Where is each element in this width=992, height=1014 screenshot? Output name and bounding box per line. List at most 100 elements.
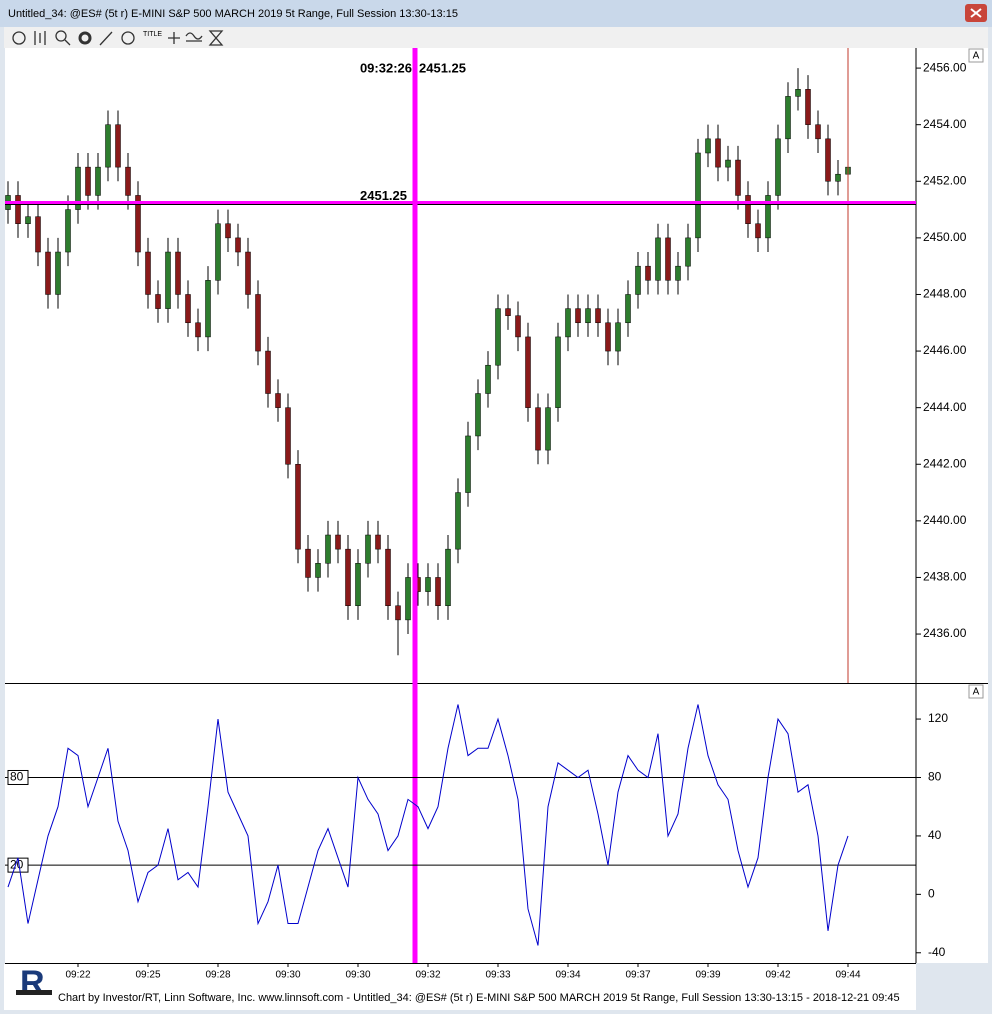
oscillator-panel: [5, 684, 916, 963]
close-icon: [970, 8, 982, 18]
candle-body: [535, 407, 541, 451]
candle-body: [355, 563, 361, 606]
candle-body: [75, 166, 81, 210]
candle-body: [705, 138, 711, 154]
reference-label: 80: [10, 770, 24, 784]
candle-body: [215, 223, 221, 281]
candle-body: [105, 124, 111, 168]
candle-body: [715, 138, 721, 168]
candle-body: [665, 237, 671, 281]
bars-icon[interactable]: [34, 31, 46, 45]
candle-body: [335, 534, 341, 550]
candle-body: [765, 195, 771, 239]
candle-body: [65, 209, 71, 253]
panel-button[interactable]: [968, 684, 984, 699]
candle-body: [95, 166, 101, 196]
candle-body: [485, 364, 491, 394]
y-tick-label: 2450.00: [923, 230, 967, 244]
candle-body: [205, 280, 211, 338]
candle-body: [175, 251, 181, 295]
y-tick-label: 2442.00: [923, 456, 967, 470]
crosshair-time: 09:32:26: [360, 60, 412, 75]
candle-body: [305, 548, 311, 578]
line-icon[interactable]: [99, 31, 113, 46]
crosshair-icon[interactable]: [168, 32, 180, 44]
candle-body: [505, 308, 511, 316]
candle-body: [555, 336, 561, 408]
panel-button[interactable]: [968, 48, 984, 63]
candle-body: [145, 251, 151, 295]
x-tick-label: 09:39: [695, 970, 720, 981]
candle-body: [315, 563, 321, 578]
candle-body: [425, 577, 431, 592]
candle-body: [435, 577, 441, 606]
candle-body: [495, 308, 501, 366]
candle-body: [525, 336, 531, 408]
x-tick-label: 09:34: [555, 970, 580, 981]
candle-body: [165, 251, 171, 309]
title-bar: [0, 0, 992, 27]
x-tick-label: 09:33: [485, 970, 510, 981]
x-tick-label: 09:37: [625, 970, 650, 981]
crosshair-price: 2451.25: [419, 60, 466, 75]
candle-body: [655, 237, 661, 281]
candle-body: [55, 251, 61, 295]
hourglass-icon[interactable]: [208, 30, 224, 46]
logo-letter: R: [20, 964, 45, 1002]
candle-body: [735, 159, 741, 196]
logo-bar: [16, 990, 52, 995]
pie-icon[interactable]: [12, 31, 26, 45]
y-tick-label: 2452.00: [923, 173, 967, 187]
candle-body: [625, 294, 631, 324]
candle-body: [245, 251, 251, 295]
candle-body: [405, 577, 411, 621]
candle-body: [575, 308, 581, 324]
candle-body: [255, 294, 261, 352]
candle-body: [295, 464, 301, 550]
candle-body: [235, 237, 241, 253]
x-tick-label: 09:30: [275, 970, 300, 981]
candle-body: [115, 124, 121, 168]
axis-area: [916, 48, 988, 963]
candle-body: [595, 308, 601, 324]
wave-icon[interactable]: [185, 32, 203, 42]
candle-body: [155, 294, 161, 309]
candle-body: [15, 195, 21, 224]
candle-body: [85, 166, 91, 196]
alarm-icon[interactable]: [121, 31, 135, 45]
footer-area: [4, 964, 916, 1010]
candle-body: [375, 534, 381, 550]
y-tick-label: 2444.00: [923, 400, 967, 414]
candle-body: [805, 89, 811, 125]
crosshair-price-label: 2451.25: [360, 188, 407, 203]
candle-body: [265, 350, 271, 394]
candle-body: [195, 322, 201, 338]
candle-body: [795, 89, 801, 97]
y-tick-label: 2456.00: [923, 60, 967, 74]
candle-body: [565, 308, 571, 338]
plot-layer: 2436.00 2438.00 2440.00 2442.00 2444.00 2446.…: [5, 48, 967, 981]
candle-body: [815, 124, 821, 140]
candle-body: [825, 138, 831, 182]
toolbar: [4, 27, 988, 48]
candle-body: [185, 294, 191, 324]
candle-body: [835, 173, 841, 182]
x-tick-label: 09:44: [835, 970, 860, 981]
candle-body: [25, 216, 31, 224]
reference-label: 20: [10, 857, 24, 871]
settings-icon[interactable]: [78, 31, 92, 45]
candle-body: [755, 223, 761, 239]
candle-body: [365, 534, 371, 564]
candle-body: [395, 605, 401, 621]
candle-body: [585, 308, 591, 324]
candle-body: [615, 322, 621, 352]
footer-text: Chart by Investor/RT, Linn Software, Inc…: [58, 992, 900, 1004]
x-tick-label: 09:42: [765, 970, 790, 981]
x-tick-label: 09:22: [65, 970, 90, 981]
toolbar-icons: [12, 30, 224, 46]
zoom-icon[interactable]: [55, 30, 67, 42]
candle-body: [385, 548, 391, 606]
panel-button-label: A: [973, 687, 980, 698]
title-icon[interactable]: TITLE: [143, 31, 162, 38]
